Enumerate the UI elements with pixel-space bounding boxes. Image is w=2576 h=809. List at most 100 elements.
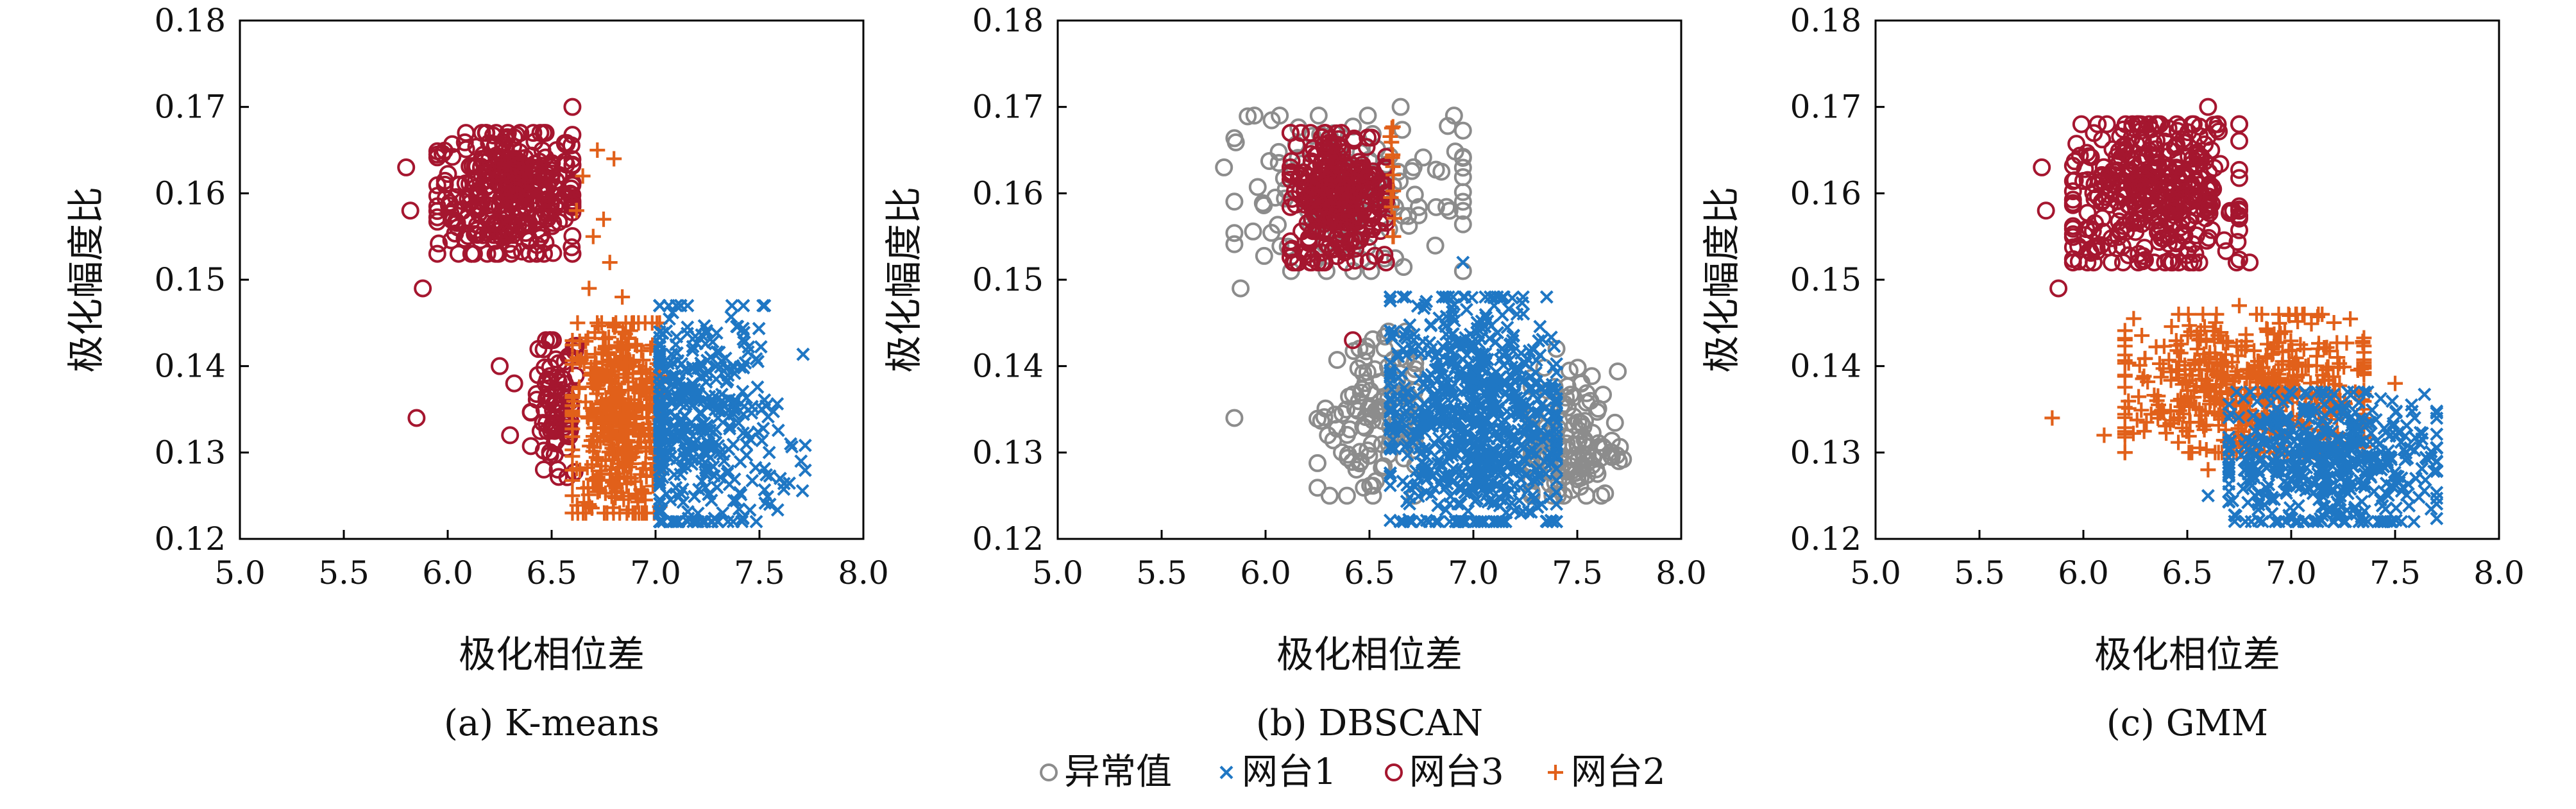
data-point	[1269, 142, 1288, 161]
data-point	[1481, 446, 1495, 460]
data-point	[457, 140, 475, 158]
data-point	[2244, 434, 2258, 448]
data-point	[2158, 425, 2174, 441]
data-point	[642, 366, 658, 382]
data-point	[2389, 404, 2403, 418]
data-point	[1529, 447, 1543, 461]
data-point	[2162, 253, 2181, 272]
data-point	[667, 468, 681, 482]
data-point	[2238, 327, 2254, 343]
data-point	[2283, 333, 2299, 349]
data-point	[652, 458, 666, 472]
data-point	[736, 321, 750, 336]
data-point	[1535, 497, 1548, 511]
data-point	[1385, 183, 1402, 199]
data-point	[1409, 206, 1428, 225]
data-point	[616, 491, 632, 507]
data-point	[564, 332, 580, 348]
data-point	[756, 422, 770, 436]
data-point	[587, 325, 603, 341]
data-point	[796, 347, 810, 361]
data-point	[2217, 242, 2235, 260]
data-point	[1513, 363, 1527, 377]
data-point	[2081, 244, 2100, 262]
data-point	[652, 394, 666, 408]
data-point	[1409, 412, 1423, 426]
data-point	[1271, 237, 1290, 255]
data-point	[2136, 423, 2152, 439]
data-point	[1550, 497, 1564, 511]
data-point	[1439, 327, 1453, 341]
data-point	[1509, 463, 1523, 477]
data-point	[2117, 347, 2133, 363]
data-point	[2229, 363, 2245, 379]
data-point	[1453, 215, 1472, 234]
data-point	[1529, 374, 1543, 388]
series-网台1	[1383, 255, 1564, 529]
y-tick-label: 0.15	[1790, 261, 1861, 298]
data-point	[2419, 450, 2433, 464]
data-point	[595, 353, 611, 370]
data-point	[1445, 300, 1459, 314]
data-point	[2314, 454, 2328, 468]
data-point	[2067, 135, 2086, 153]
data-point	[2198, 442, 2214, 458]
data-point	[1385, 167, 1402, 183]
data-point	[2264, 396, 2278, 410]
data-point	[2096, 427, 2112, 443]
data-point	[2332, 378, 2348, 394]
data-point	[2316, 490, 2330, 504]
data-point	[1383, 366, 1397, 380]
data-point	[2230, 250, 2248, 269]
y-axis-label: 极化幅度比	[1700, 187, 1743, 373]
data-point	[2219, 333, 2235, 349]
data-point	[2151, 355, 2167, 371]
data-point	[1463, 364, 1477, 377]
data-point	[1473, 346, 1487, 361]
data-point	[552, 381, 571, 400]
data-point	[1609, 362, 1627, 380]
data-point	[2049, 279, 2068, 298]
data-point	[2359, 417, 2373, 431]
data-point	[549, 373, 568, 391]
data-point	[1337, 242, 1355, 260]
data-point	[1312, 411, 1330, 430]
data-point	[1539, 290, 1554, 304]
data-point	[468, 187, 486, 206]
data-point	[2230, 201, 2248, 220]
data-point	[603, 391, 619, 407]
data-point	[1448, 361, 1462, 375]
series-网台3	[397, 98, 586, 486]
data-point	[1431, 456, 1445, 470]
data-point	[725, 298, 739, 312]
x-tick-label: 7.5	[1552, 554, 1603, 592]
data-point	[596, 211, 611, 227]
data-point	[1361, 209, 1380, 228]
data-point	[1455, 336, 1470, 350]
data-point	[1396, 474, 1410, 488]
data-point	[2222, 463, 2236, 477]
data-point	[428, 244, 446, 263]
data-point	[2275, 465, 2289, 479]
data-point	[727, 493, 741, 507]
data-point	[2273, 445, 2287, 459]
data-point	[440, 194, 459, 212]
y-tick-label: 0.17	[972, 89, 1044, 126]
data-point	[652, 380, 666, 394]
data-point	[721, 515, 735, 529]
data-point	[563, 98, 582, 116]
data-point	[1343, 452, 1362, 471]
data-point	[2150, 185, 2169, 204]
data-point	[607, 490, 623, 506]
data-point	[1362, 128, 1381, 147]
data-point	[2367, 484, 2381, 498]
data-point	[1525, 381, 1539, 395]
data-point	[1505, 291, 1520, 305]
data-point	[2268, 515, 2282, 529]
data-point	[2349, 421, 2363, 435]
data-point	[1324, 431, 1343, 450]
data-point	[2063, 157, 2082, 175]
series-网台1	[652, 298, 812, 529]
data-point	[1438, 414, 1452, 429]
y-tick-label: 0.13	[155, 434, 226, 471]
